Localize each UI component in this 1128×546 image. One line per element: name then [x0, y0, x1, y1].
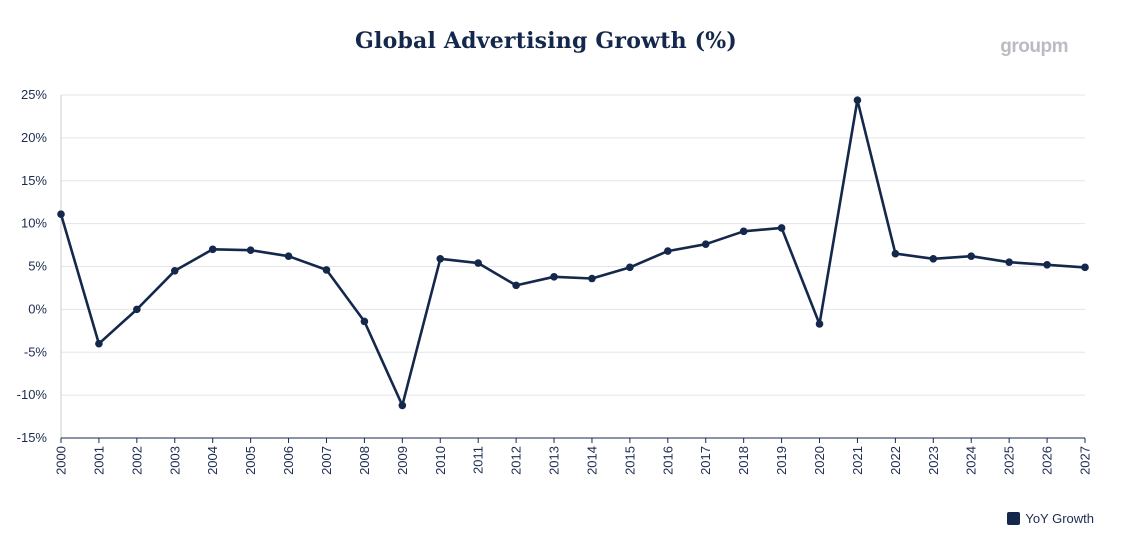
legend-swatch [1007, 512, 1021, 525]
x-tick-label: 2027 [1078, 446, 1093, 475]
legend-label: YoY Growth [1025, 511, 1094, 526]
data-point [57, 210, 65, 218]
data-point [777, 224, 786, 232]
x-tick-label: 2006 [281, 446, 296, 475]
data-point [512, 281, 520, 290]
data-point [739, 227, 748, 236]
x-tick-label: 2000 [54, 446, 69, 475]
data-point [474, 259, 482, 267]
y-tick-label: 10% [21, 216, 47, 231]
data-point [322, 266, 331, 274]
data-point [891, 249, 900, 258]
x-tick-label: 2013 [547, 446, 562, 475]
x-tick-label: 2012 [509, 446, 524, 475]
x-tick-label: 2026 [1040, 446, 1055, 475]
y-tick-label: -10% [17, 387, 48, 402]
x-tick-label: 2011 [471, 446, 486, 474]
data-point [815, 320, 824, 328]
x-tick-label: 2016 [660, 446, 675, 475]
data-point [626, 263, 634, 272]
x-tick-label: 2003 [167, 446, 182, 475]
x-tick-label: 2019 [774, 446, 789, 475]
data-point [853, 96, 862, 104]
data-point [360, 317, 369, 326]
x-tick-label: 2023 [926, 446, 941, 475]
x-tick-label: 2022 [888, 446, 903, 475]
x-tick-label: 2024 [964, 446, 979, 475]
data-point [929, 254, 938, 263]
x-tick-label: 2014 [584, 446, 599, 475]
x-tick-label: 2015 [622, 446, 637, 475]
y-tick-label: -15% [17, 430, 48, 445]
data-point [588, 274, 596, 283]
data-point [1005, 258, 1013, 267]
data-point [1043, 260, 1051, 269]
data-point [967, 252, 976, 261]
data-point [398, 401, 407, 410]
x-tick-label: 2010 [433, 446, 448, 475]
brand-logo-text: groupm [1000, 36, 1068, 57]
data-point [436, 254, 445, 263]
x-tick-label: 2002 [129, 446, 144, 475]
x-tick-label: 2017 [698, 446, 713, 475]
y-tick-label: 0% [28, 301, 47, 316]
y-tick-label: 25% [21, 87, 47, 102]
x-tick-label: 2005 [243, 446, 258, 475]
x-tick-label: 2018 [736, 446, 751, 475]
data-point [208, 245, 217, 254]
groupm-logo: groupm [1000, 36, 1068, 58]
y-tick-label: 5% [28, 259, 47, 274]
x-tick-label: 2001 [91, 446, 106, 475]
x-tick-label: 2025 [1002, 446, 1017, 475]
legend: YoY Growth [1007, 511, 1094, 526]
x-tick-label: 2008 [357, 446, 372, 475]
chart-title: Global Advertising Growth (%) [355, 28, 737, 54]
data-point [246, 246, 255, 255]
y-tick-label: -5% [24, 344, 48, 359]
data-point [550, 272, 558, 281]
x-tick-label: 2020 [812, 446, 827, 475]
data-point [170, 266, 179, 275]
y-tick-label: 20% [21, 130, 47, 145]
x-tick-label: 2004 [205, 446, 220, 475]
y-tick-label: 15% [21, 173, 47, 188]
data-point [133, 305, 141, 314]
data-point [664, 247, 672, 255]
x-tick-label: 2007 [319, 446, 334, 475]
data-point [1081, 263, 1089, 272]
data-point [701, 240, 710, 249]
x-tick-label: 2021 [850, 446, 865, 475]
data-point [284, 252, 293, 261]
series-line-yoy-growth [59, 98, 1087, 407]
x-tick-label: 2009 [395, 446, 410, 475]
data-point [95, 339, 103, 348]
